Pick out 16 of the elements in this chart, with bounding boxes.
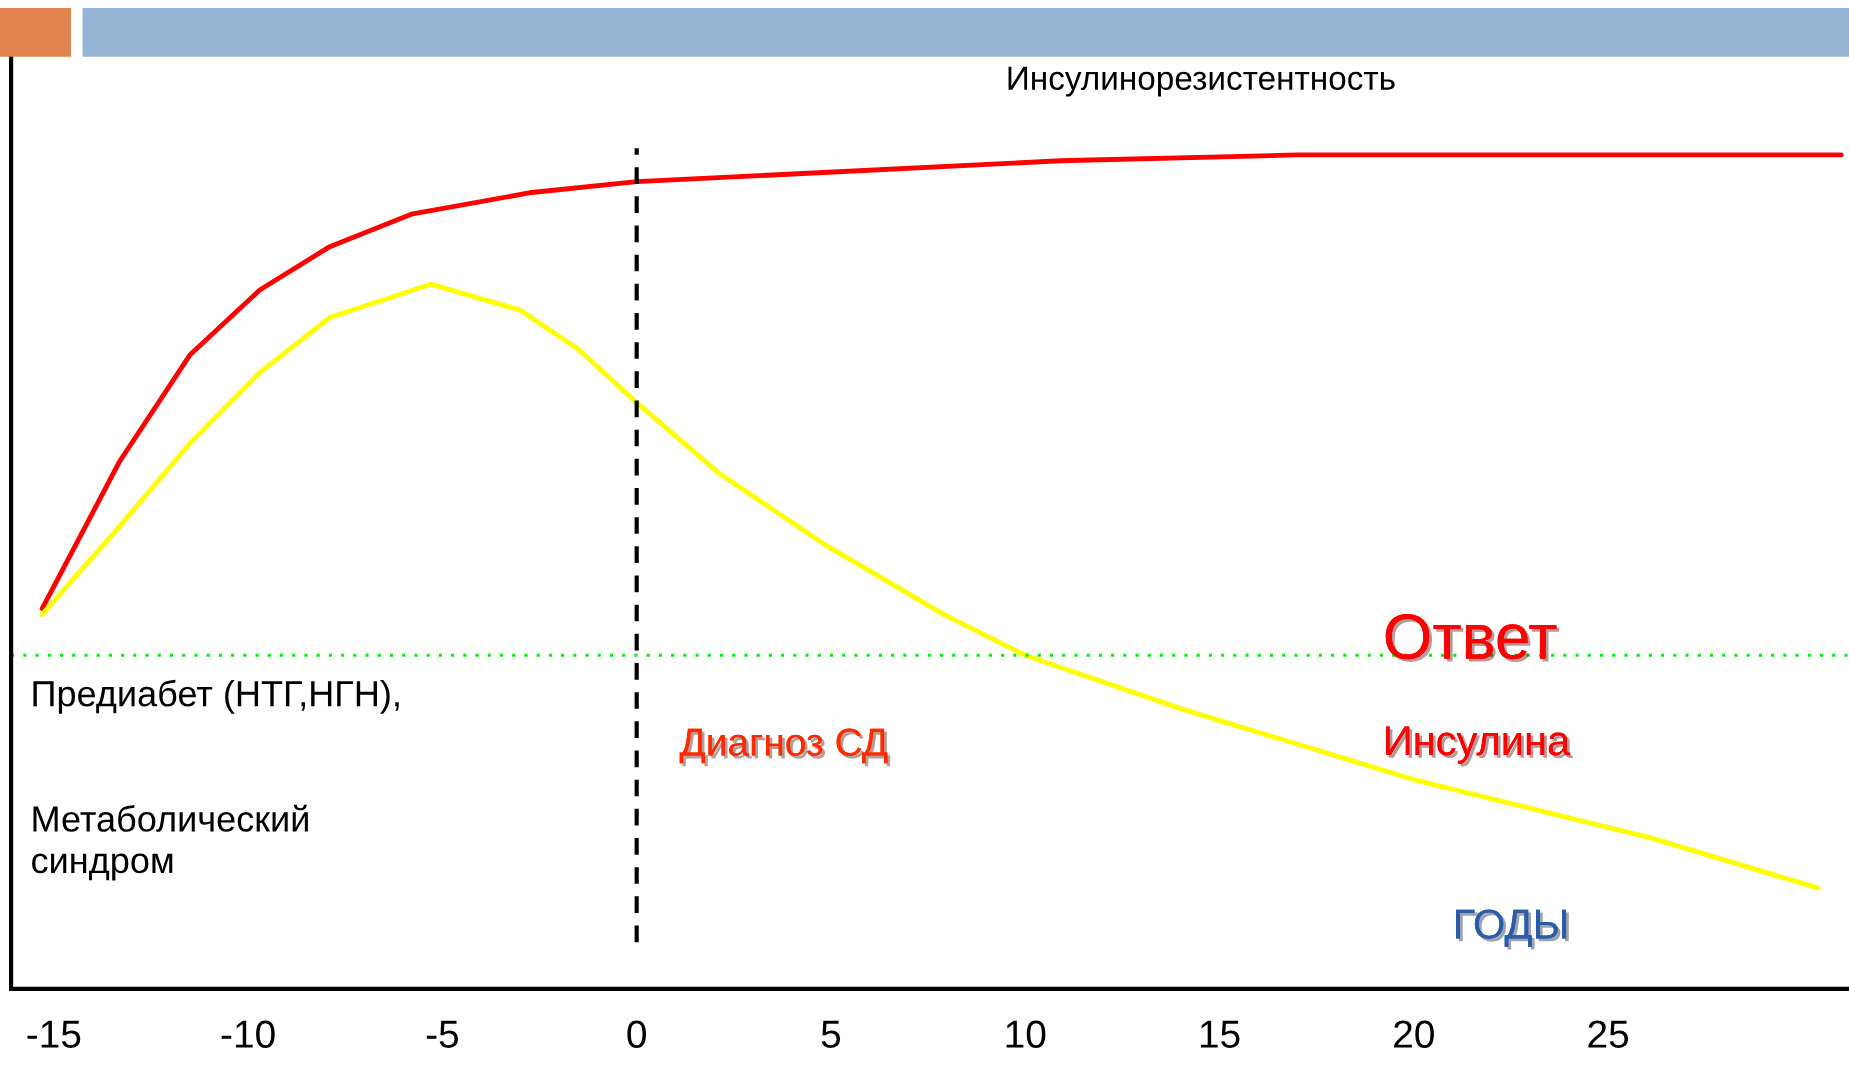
x-axis-title: ГОДЫ bbox=[1456, 909, 1569, 950]
x-tick-label: 0 bbox=[627, 1020, 646, 1048]
x-tick-label: 25 bbox=[1588, 1020, 1629, 1048]
x-tick-label: 5 bbox=[821, 1020, 841, 1048]
x-tick-label: 10 bbox=[1006, 1020, 1046, 1048]
annotation: Диагноз СД bbox=[679, 728, 891, 767]
text: Инсулинорезистентность bbox=[1008, 66, 1395, 97]
x-tick-label: -15 bbox=[27, 1020, 81, 1048]
x-tick-label: -5 bbox=[426, 1020, 459, 1048]
x-tick-label: 15 bbox=[1200, 1020, 1240, 1048]
annotation: Ответ bbox=[1385, 614, 1560, 663]
annotation: Предиабет (НТГ,НГН), bbox=[33, 679, 399, 714]
x-tick-label: -10 bbox=[221, 1020, 275, 1048]
annotation: Инсулина bbox=[1386, 726, 1573, 767]
x-tick-label: 20 bbox=[1394, 1020, 1434, 1048]
annotation: Метаболический синдром bbox=[32, 804, 308, 881]
